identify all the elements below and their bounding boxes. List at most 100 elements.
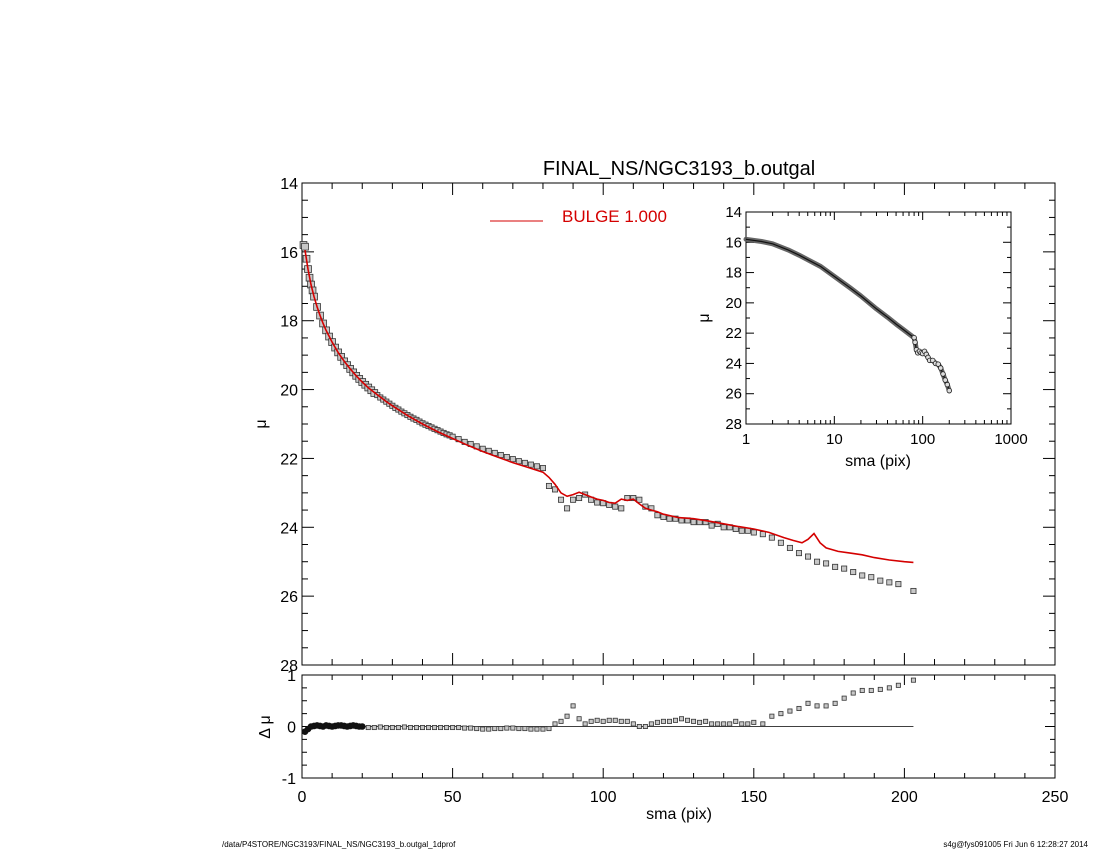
residual-point [456, 725, 462, 731]
inset-data-point [935, 361, 941, 367]
x-tick-label: 0 [298, 789, 307, 806]
data-point [708, 522, 715, 529]
bulge-model-line [304, 249, 914, 564]
residual-point [570, 703, 576, 709]
residual-point [859, 687, 865, 693]
residual-point [358, 723, 366, 730]
residual-point [877, 686, 883, 692]
residual-point [546, 726, 552, 732]
residual-point [841, 695, 847, 701]
data-point [564, 505, 571, 512]
data-point [558, 496, 565, 503]
inset-data-layer [743, 236, 952, 394]
footer-timestamp: s4g@fys091005 Fri Jun 6 12:28:27 2014 [943, 840, 1088, 849]
y-tick-label: 24 [280, 520, 298, 537]
data-point [612, 503, 619, 510]
data-point [805, 553, 812, 560]
residual-point [492, 726, 498, 732]
x-tick-label: 150 [740, 789, 767, 806]
y-tick-label: 18 [280, 314, 298, 331]
data-point [503, 454, 510, 461]
residual-y-axis-label: Δ μ [257, 715, 274, 738]
data-point [777, 539, 784, 546]
x-tick-label: 100 [590, 789, 617, 806]
residual-point [462, 725, 468, 731]
inset-y-tick-label: 26 [725, 386, 742, 403]
residual-point [498, 726, 504, 732]
inset-y-tick-label: 18 [725, 265, 742, 282]
inset-x-tick-label: 100 [910, 431, 935, 448]
residual-point [522, 726, 528, 732]
footer-file-path: /data/P4STORE/NGC3193/FINAL_NS/NGC3193_b… [222, 840, 456, 849]
data-point [814, 558, 821, 565]
residual-point [886, 685, 892, 691]
residual-point [868, 687, 874, 693]
residual-point [660, 718, 666, 724]
residual-point [600, 718, 606, 724]
residual-point [558, 718, 564, 724]
x-tick-label: 250 [1042, 789, 1069, 806]
data-point [509, 456, 516, 463]
residual-point [814, 703, 820, 709]
residual-point [630, 721, 636, 727]
inset-data-point [944, 381, 950, 388]
residual-point [787, 708, 793, 714]
inset-axis-ticks: 1 10 100 1000 14 16 18 20 22 24 26 28 [725, 204, 1027, 448]
inset-x-axis-label: sma (pix) [845, 453, 911, 470]
residual-point [618, 718, 624, 724]
residual-point [588, 718, 594, 724]
residual-point [648, 721, 654, 727]
residual-point [576, 716, 582, 722]
main-axis-ticks: 14 16 18 20 22 24 26 28 [280, 176, 1056, 675]
residual-point [733, 718, 739, 724]
residual-point [612, 717, 618, 723]
x-axis-label: sma (pix) [646, 806, 712, 823]
data-point [877, 577, 884, 584]
residual-point [823, 703, 829, 709]
residual-point [691, 718, 697, 724]
residual-point [438, 725, 444, 731]
residual-point [468, 725, 474, 731]
y-tick-label: 14 [280, 176, 298, 193]
residual-point [534, 726, 540, 732]
residual-point [413, 725, 419, 731]
data-point [654, 512, 661, 519]
data-point [832, 563, 839, 570]
data-point [576, 495, 583, 502]
residual-point [486, 726, 492, 732]
residual-point [654, 719, 660, 725]
residual-point [510, 725, 516, 731]
data-point [636, 496, 643, 503]
residual-point [685, 717, 691, 723]
inset-data-point [937, 365, 944, 371]
residual-point [450, 725, 456, 731]
data-point [850, 569, 857, 576]
inset-background [746, 212, 1011, 424]
inset-data-point [911, 334, 917, 341]
y-tick-label: 28 [280, 658, 298, 675]
main-y-axis-label: μ [253, 419, 270, 428]
residual-point [778, 711, 784, 717]
residual-y-tick-label: -1 [282, 771, 296, 788]
data-point [539, 465, 546, 472]
data-point [515, 458, 522, 465]
residual-point [642, 724, 648, 730]
residual-point [389, 725, 395, 731]
residual-point [751, 719, 757, 725]
data-point [301, 242, 309, 251]
residual-point [383, 725, 389, 731]
data-point [618, 505, 625, 512]
residual-point [474, 726, 480, 732]
inset-x-tick-label: 10 [826, 431, 843, 448]
data-point [545, 482, 552, 489]
inset-y-tick-label: 24 [725, 355, 742, 372]
data-point [886, 579, 893, 586]
data-point [521, 459, 528, 466]
inset-y-tick-label: 16 [725, 234, 742, 251]
data-point [702, 519, 709, 526]
residual-point [401, 724, 407, 730]
data-point [672, 515, 679, 522]
residual-point [796, 705, 802, 711]
residual-point [407, 725, 413, 731]
data-point [895, 581, 902, 588]
